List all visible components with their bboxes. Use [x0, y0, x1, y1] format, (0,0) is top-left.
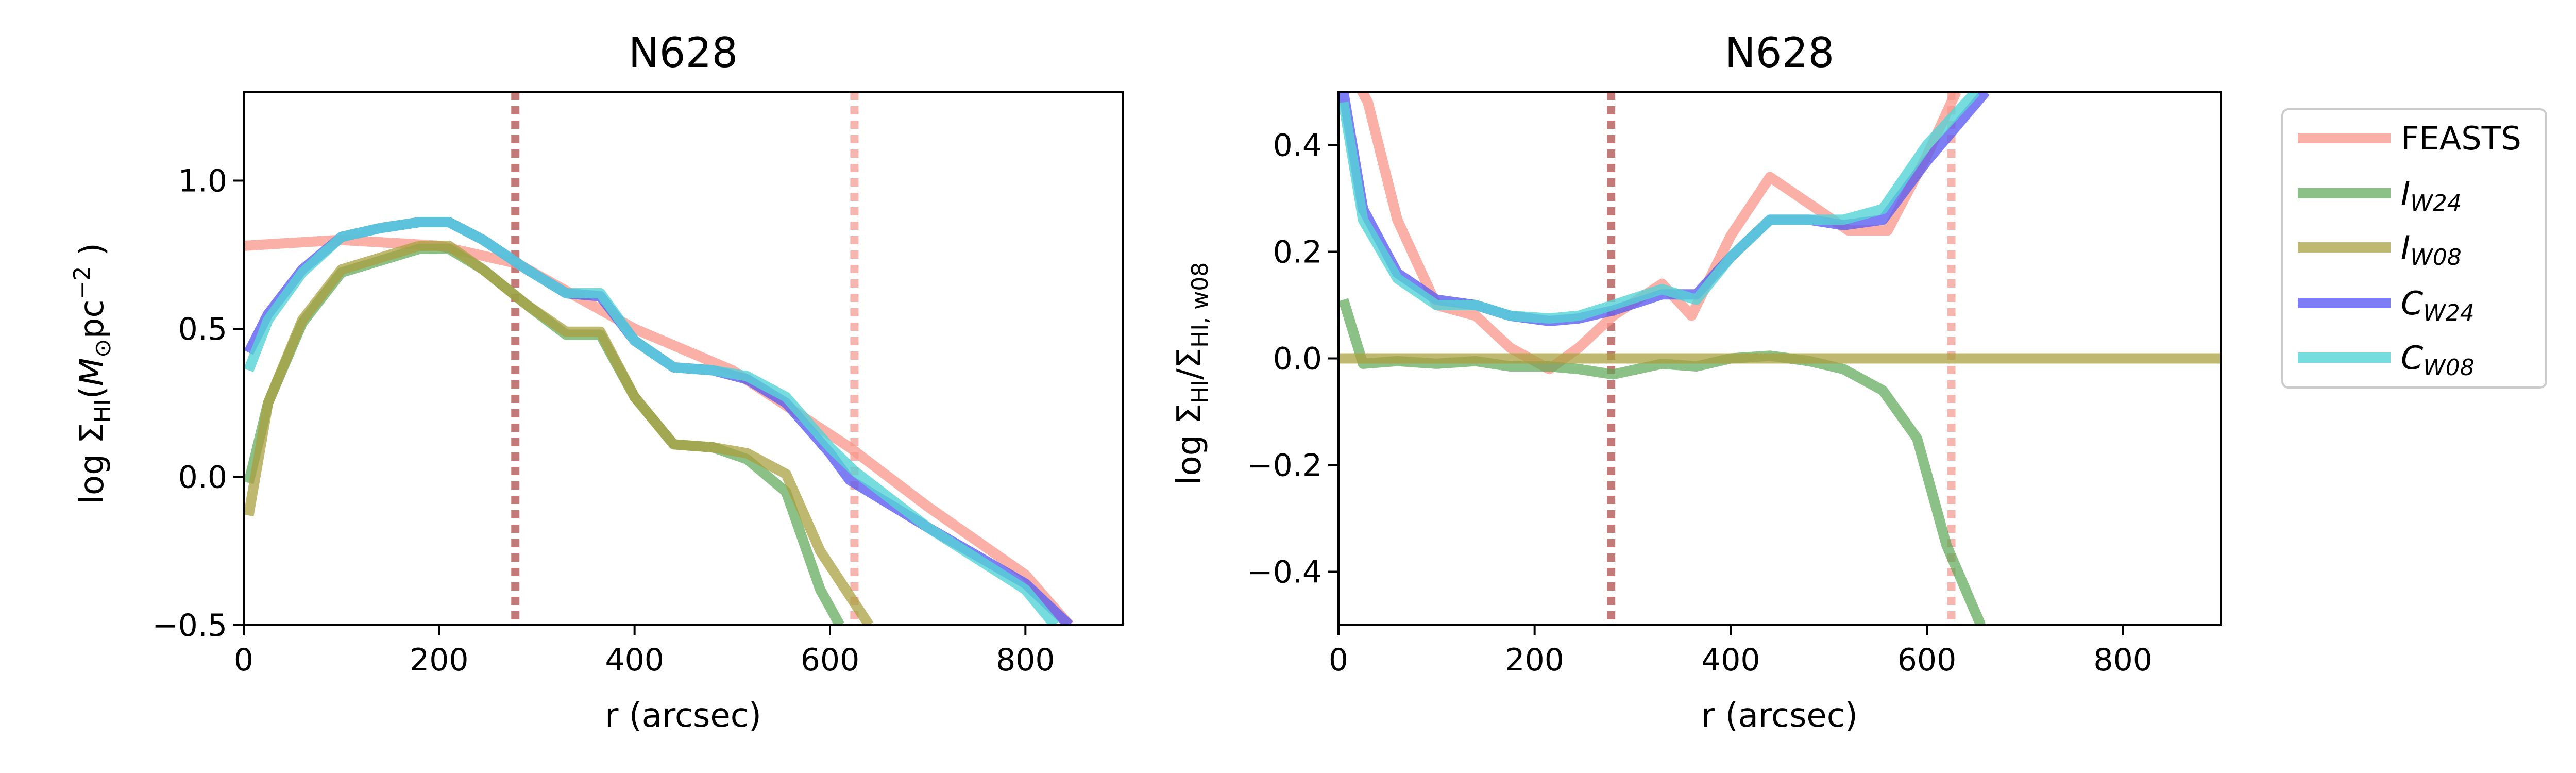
legend-label-iw08: IW08 [2401, 229, 2462, 271]
left-panel-title: N628 [629, 29, 738, 77]
legend: FEASTS IW24 IW08 CW24 CW08 [2281, 108, 2547, 389]
y-tick-label: 0.2 [1273, 234, 1322, 271]
series-line-c-w08 [244, 217, 1059, 625]
y-tick-label: −0.5 [152, 608, 227, 644]
plot-area [244, 92, 1074, 625]
x-tick-label: 600 [801, 642, 860, 678]
legend-label-feasts: FEASTS [2401, 120, 2521, 157]
y-tick-label: −0.2 [1247, 448, 1322, 484]
series-line-i-w24 [1338, 298, 1986, 625]
x-tick-label: 200 [1505, 642, 1564, 678]
series-line-i-w24 [244, 243, 844, 625]
y-tick-label: −0.4 [1247, 554, 1322, 591]
left-panel-xlabel: r (arcsec) [605, 697, 761, 735]
y-tick-label: 1.0 [178, 163, 227, 199]
right-panel-xlabel: r (arcsec) [1701, 697, 1858, 735]
x-tick-label: 600 [1897, 642, 1957, 678]
x-tick-label: 0 [1329, 642, 1348, 678]
y-tick-label: 0.0 [1273, 341, 1322, 377]
left-panel-ylabel: log ΣHI(M⊙pc−2 ) [69, 243, 116, 504]
x-tick-label: 0 [234, 642, 253, 678]
y-tick-label: 0.4 [1273, 128, 1322, 164]
y-tick-label: 0.5 [178, 311, 227, 347]
series-line-i-w08 [244, 241, 874, 625]
x-tick-label: 400 [1701, 642, 1760, 678]
plot-area [1338, 92, 2221, 625]
right-panel-ylabel: log ΣHI/ΣHI, w08 [1171, 262, 1213, 485]
right-panel-title: N628 [1725, 29, 1835, 77]
legend-label-cw24: CW24 [2401, 284, 2475, 326]
legend-frame [2281, 108, 2547, 389]
axes-frame [243, 91, 1124, 626]
legend-label-cw08: CW08 [2401, 339, 2475, 381]
x-tick-label: 800 [996, 642, 1055, 678]
series-line-feasts [244, 234, 1074, 625]
legend-label-iw24: IW24 [2401, 175, 2462, 216]
series-line-c-w08 [1338, 92, 1980, 324]
x-tick-label: 200 [410, 642, 469, 678]
x-tick-label: 400 [605, 642, 664, 678]
y-tick-label: 0.0 [178, 460, 227, 496]
right-panel: N628 r (arcsec) log ΣHI/ΣHI, w08 0 200 400… [1171, 29, 2222, 735]
x-tick-label: 800 [2093, 642, 2153, 678]
left-panel: N628 r (arcsec) log ΣHI(M⊙pc−2 ) 0 200 400… [69, 29, 1124, 735]
